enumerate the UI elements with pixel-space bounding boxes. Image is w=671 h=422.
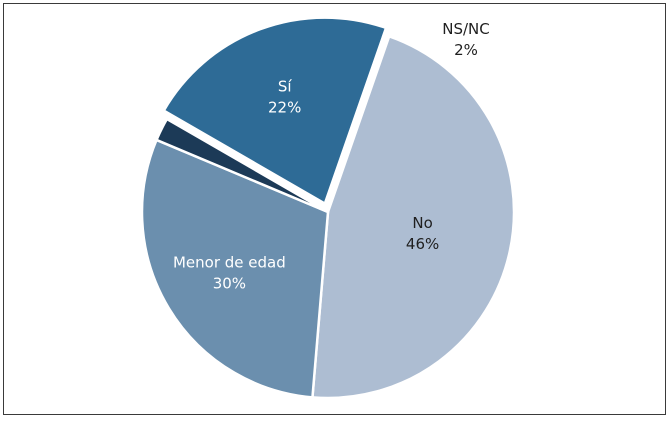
pie-label-menor-de-edad: Menor de edad 30% — [173, 254, 286, 293]
pie-labels: Sí 22% No 46% Menor de edad 30% NS/NC 2% — [173, 20, 490, 293]
pie-label-value: 46% — [406, 235, 439, 253]
pie-label-no: No 46% — [406, 214, 439, 253]
pie-label-value: 2% — [454, 41, 478, 59]
pie-label-name: No — [412, 214, 432, 232]
pie-label-value: 22% — [268, 98, 301, 116]
pie-label-name: NS/NC — [442, 20, 490, 38]
pie-label-value: 30% — [213, 275, 246, 293]
pie-slice-menor-de-edad — [140, 138, 330, 399]
pie-label-ns-nc: NS/NC 2% — [442, 20, 490, 59]
pie-label-name: Sí — [278, 77, 293, 95]
pie-slice-no — [311, 35, 516, 400]
pie-slice-ns-nc — [155, 117, 330, 214]
pie-label-si: Sí 22% — [268, 77, 301, 116]
pie-slices — [140, 16, 516, 400]
pie-slice-si — [162, 16, 388, 205]
pie-label-name: Menor de edad — [173, 254, 286, 272]
